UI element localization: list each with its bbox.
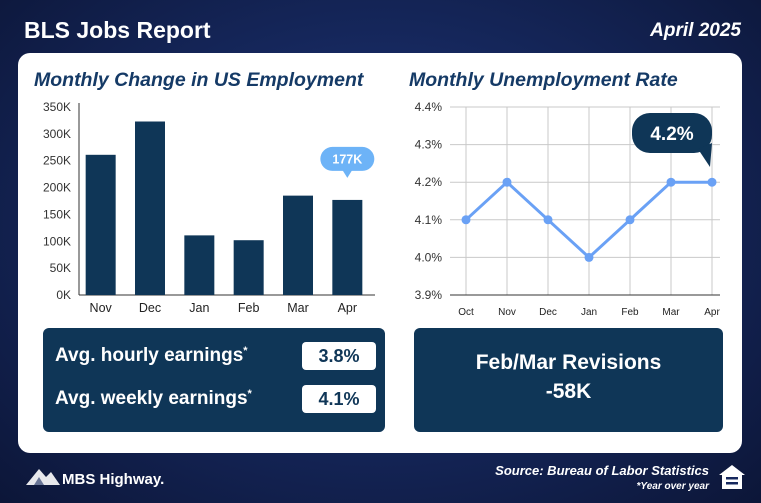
mountain-logo-icon	[26, 469, 60, 485]
bar-callout-label: 177K	[332, 152, 362, 166]
hourly-earnings-row: Avg. hourly earnings*	[55, 345, 248, 367]
source-text: Source: Bureau of Labor Statistics	[495, 463, 709, 478]
bar-y-tick-label: 50K	[50, 261, 71, 275]
line-point-dec	[543, 215, 553, 225]
bar-x-tick-label: Nov	[90, 301, 113, 315]
line-point-oct	[461, 215, 471, 225]
line-point-mar	[666, 177, 676, 187]
bar-y-tick-label: 150K	[43, 207, 71, 221]
line-y-tick-label: 4.4%	[415, 100, 443, 114]
bar-y-tick-label: 250K	[43, 154, 71, 168]
bar-x-tick-label: Jan	[189, 301, 209, 315]
brand-logo: MBS Highway.	[62, 471, 165, 488]
bar-y-tick-label: 100K	[43, 234, 71, 248]
weekly-earnings-value: 4.1%	[302, 385, 376, 413]
line-y-tick-label: 4.2%	[415, 175, 443, 189]
bar-y-tick-label: 350K	[43, 100, 71, 114]
bar-y-tick-label: 300K	[43, 127, 71, 141]
line-point-feb	[625, 215, 635, 225]
line-y-tick-label: 4.3%	[415, 138, 443, 152]
line-x-tick-label: Dec	[539, 307, 557, 318]
bar-callout-bubble	[320, 146, 375, 171]
line-y-tick-label: 4.1%	[415, 213, 443, 227]
hourly-earnings-value: 3.8%	[302, 342, 376, 370]
employment-chart-title: Monthly Change in US Employment	[34, 69, 364, 91]
weekly-earnings-row: Avg. weekly earnings*	[55, 388, 252, 410]
bar-feb	[233, 240, 264, 295]
bar-x-tick-label: Apr	[338, 301, 357, 315]
bar-y-tick-label: 0K	[56, 288, 71, 302]
bar-x-tick-label: Mar	[287, 301, 309, 315]
hourly-footnote-mark: *	[243, 345, 248, 357]
earnings-box: Avg. hourly earnings* 3.8% Avg. weekly e…	[43, 328, 385, 432]
revisions-box: Feb/Mar Revisions -58K	[414, 328, 723, 432]
equal-housing-icon	[719, 465, 745, 489]
line-point-apr	[707, 177, 717, 187]
revisions-value: -58K	[545, 380, 592, 403]
line-x-tick-label: Apr	[704, 307, 720, 318]
line-y-tick-label: 3.9%	[415, 288, 443, 302]
line-callout-pointer	[698, 143, 712, 167]
bar-dec	[135, 121, 165, 295]
footnote-text: *Year over year	[636, 481, 709, 492]
bar-jan	[184, 235, 215, 295]
bar-apr	[332, 199, 363, 295]
line-x-tick-label: Nov	[498, 307, 516, 318]
line-x-tick-label: Jan	[581, 307, 597, 318]
bar-x-tick-label: Dec	[139, 301, 161, 315]
bar-callout-pointer	[342, 169, 353, 178]
weekly-footnote-mark: *	[247, 388, 252, 400]
line-point-nov	[502, 177, 512, 187]
line-x-tick-label: Oct	[458, 307, 474, 318]
hourly-earnings-label: Avg. hourly earnings	[55, 345, 244, 366]
bar-nov	[85, 154, 116, 295]
bar-y-tick-label: 200K	[43, 181, 71, 195]
line-y-tick-label: 4.0%	[415, 250, 443, 264]
weekly-earnings-label: Avg. weekly earnings	[55, 388, 248, 409]
revisions-title: Feb/Mar Revisions	[475, 351, 662, 374]
line-x-tick-label: Feb	[621, 307, 639, 318]
line-callout-label: 4.2%	[650, 124, 693, 145]
line-point-jan	[584, 252, 594, 262]
line-callout-bubble	[632, 113, 712, 153]
report-title: BLS Jobs Report	[24, 17, 211, 43]
report-date: April 2025	[650, 20, 741, 41]
bar-mar	[283, 195, 313, 295]
bar-x-tick-label: Feb	[238, 301, 260, 315]
unemployment-chart-title: Monthly Unemployment Rate	[409, 69, 678, 91]
line-x-tick-label: Mar	[662, 307, 680, 318]
